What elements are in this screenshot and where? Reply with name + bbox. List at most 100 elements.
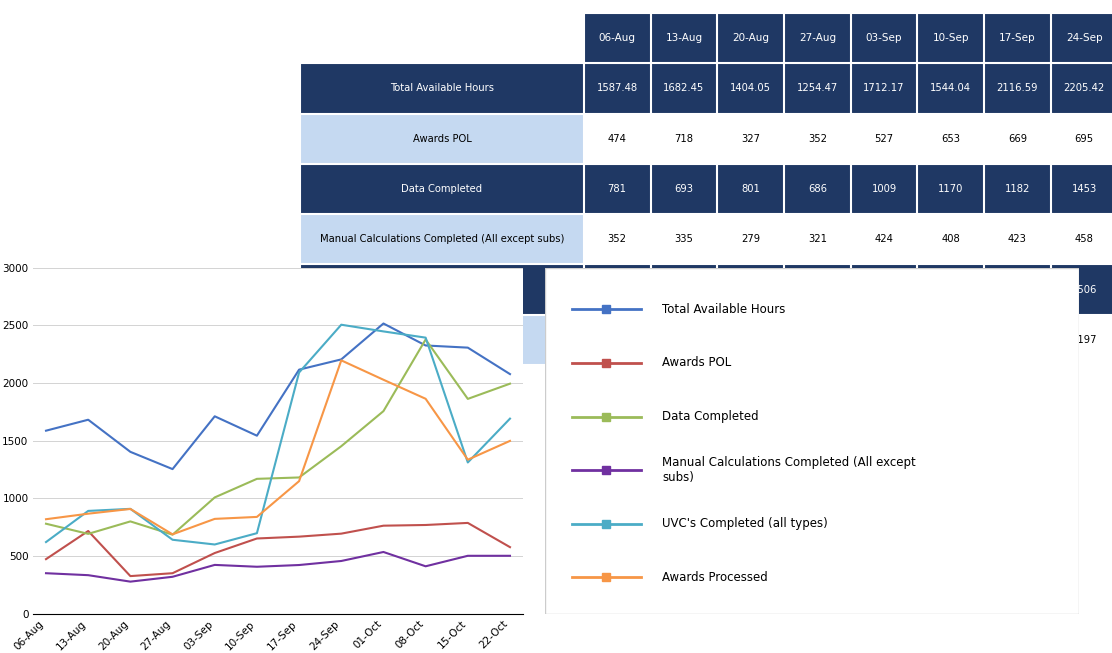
Text: 840: 840 — [942, 335, 960, 345]
FancyBboxPatch shape — [1051, 315, 1112, 365]
Text: 03-Sep: 03-Sep — [866, 33, 902, 43]
Text: Manual Calculations Completed (All except subs): Manual Calculations Completed (All excep… — [320, 234, 564, 244]
Text: UVC's Completed (all types): UVC's Completed (all types) — [663, 517, 828, 530]
Text: 1170: 1170 — [939, 184, 963, 194]
FancyBboxPatch shape — [300, 164, 584, 214]
FancyBboxPatch shape — [784, 315, 851, 365]
Text: 423: 423 — [1009, 234, 1026, 244]
Text: 1453: 1453 — [1072, 184, 1096, 194]
FancyBboxPatch shape — [584, 63, 651, 114]
FancyBboxPatch shape — [984, 264, 1051, 315]
FancyBboxPatch shape — [717, 114, 784, 164]
Text: 910: 910 — [741, 285, 761, 295]
FancyBboxPatch shape — [717, 315, 784, 365]
Text: Total Available Hours: Total Available Hours — [390, 84, 494, 93]
Text: Data Completed: Data Completed — [401, 184, 483, 194]
Text: 474: 474 — [608, 134, 626, 144]
Text: 2197: 2197 — [1072, 335, 1096, 345]
FancyBboxPatch shape — [784, 114, 851, 164]
FancyBboxPatch shape — [717, 214, 784, 264]
Text: 699: 699 — [941, 285, 961, 295]
Text: 2506: 2506 — [1072, 285, 1096, 295]
FancyBboxPatch shape — [584, 214, 651, 264]
Text: 06-Aug: 06-Aug — [598, 33, 636, 43]
Text: 1009: 1009 — [872, 184, 896, 194]
Text: 327: 327 — [741, 134, 761, 144]
FancyBboxPatch shape — [784, 264, 851, 315]
FancyBboxPatch shape — [984, 214, 1051, 264]
FancyBboxPatch shape — [717, 164, 784, 214]
Text: 1682.45: 1682.45 — [663, 84, 705, 93]
FancyBboxPatch shape — [917, 63, 984, 114]
FancyBboxPatch shape — [917, 315, 984, 365]
Text: 10-Sep: 10-Sep — [933, 33, 969, 43]
Text: 653: 653 — [941, 134, 961, 144]
FancyBboxPatch shape — [784, 214, 851, 264]
Text: Data Completed: Data Completed — [663, 410, 758, 423]
Text: 527: 527 — [874, 134, 894, 144]
FancyBboxPatch shape — [1051, 164, 1112, 214]
Text: 17-Sep: 17-Sep — [1000, 33, 1035, 43]
FancyBboxPatch shape — [300, 114, 584, 164]
FancyBboxPatch shape — [300, 315, 584, 365]
FancyBboxPatch shape — [651, 315, 717, 365]
FancyBboxPatch shape — [651, 114, 717, 164]
Text: 2116.59: 2116.59 — [996, 84, 1039, 93]
FancyBboxPatch shape — [851, 214, 917, 264]
FancyBboxPatch shape — [717, 13, 784, 63]
FancyBboxPatch shape — [300, 214, 584, 264]
Text: Total Available Hours: Total Available Hours — [663, 303, 786, 316]
Text: 24-Sep: 24-Sep — [1066, 33, 1102, 43]
FancyBboxPatch shape — [717, 264, 784, 315]
FancyBboxPatch shape — [651, 264, 717, 315]
FancyBboxPatch shape — [784, 13, 851, 63]
Text: 823: 823 — [875, 335, 893, 345]
Text: 1404.05: 1404.05 — [731, 84, 771, 93]
FancyBboxPatch shape — [651, 13, 717, 63]
FancyBboxPatch shape — [851, 264, 917, 315]
FancyBboxPatch shape — [851, 114, 917, 164]
FancyBboxPatch shape — [984, 13, 1051, 63]
Text: 868: 868 — [675, 335, 693, 345]
Text: 20-Aug: 20-Aug — [732, 33, 770, 43]
Text: 27-Aug: 27-Aug — [798, 33, 836, 43]
FancyBboxPatch shape — [917, 114, 984, 164]
FancyBboxPatch shape — [1051, 63, 1112, 114]
Text: 622: 622 — [607, 285, 627, 295]
Text: 352: 352 — [607, 234, 627, 244]
FancyBboxPatch shape — [300, 264, 584, 315]
FancyBboxPatch shape — [917, 13, 984, 63]
FancyBboxPatch shape — [851, 13, 917, 63]
Text: 693: 693 — [674, 184, 694, 194]
FancyBboxPatch shape — [1051, 114, 1112, 164]
FancyBboxPatch shape — [984, 63, 1051, 114]
FancyBboxPatch shape — [651, 63, 717, 114]
Text: 1254.47: 1254.47 — [796, 84, 838, 93]
FancyBboxPatch shape — [851, 63, 917, 114]
Text: Awards POL: Awards POL — [413, 134, 471, 144]
Text: 892: 892 — [674, 285, 694, 295]
FancyBboxPatch shape — [300, 63, 584, 114]
FancyBboxPatch shape — [784, 164, 851, 214]
Text: 458: 458 — [1075, 234, 1093, 244]
Text: 1182: 1182 — [1005, 184, 1030, 194]
Text: 642: 642 — [807, 285, 827, 295]
Text: 801: 801 — [742, 184, 759, 194]
Text: 2092: 2092 — [1005, 285, 1030, 295]
Text: 781: 781 — [607, 184, 627, 194]
FancyBboxPatch shape — [851, 164, 917, 214]
FancyBboxPatch shape — [651, 214, 717, 264]
Text: UVC's Completed (all types): UVC's Completed (all types) — [373, 285, 512, 295]
Text: 669: 669 — [1007, 134, 1027, 144]
FancyBboxPatch shape — [584, 264, 651, 315]
Text: 408: 408 — [942, 234, 960, 244]
Text: 321: 321 — [807, 234, 827, 244]
Text: 820: 820 — [608, 335, 626, 345]
Text: 1544.04: 1544.04 — [931, 84, 971, 93]
Text: 1587.48: 1587.48 — [597, 84, 637, 93]
Text: 718: 718 — [674, 134, 694, 144]
FancyBboxPatch shape — [1051, 264, 1112, 315]
Text: 689: 689 — [807, 335, 827, 345]
FancyBboxPatch shape — [584, 164, 651, 214]
Text: Awards Processed: Awards Processed — [663, 571, 768, 584]
